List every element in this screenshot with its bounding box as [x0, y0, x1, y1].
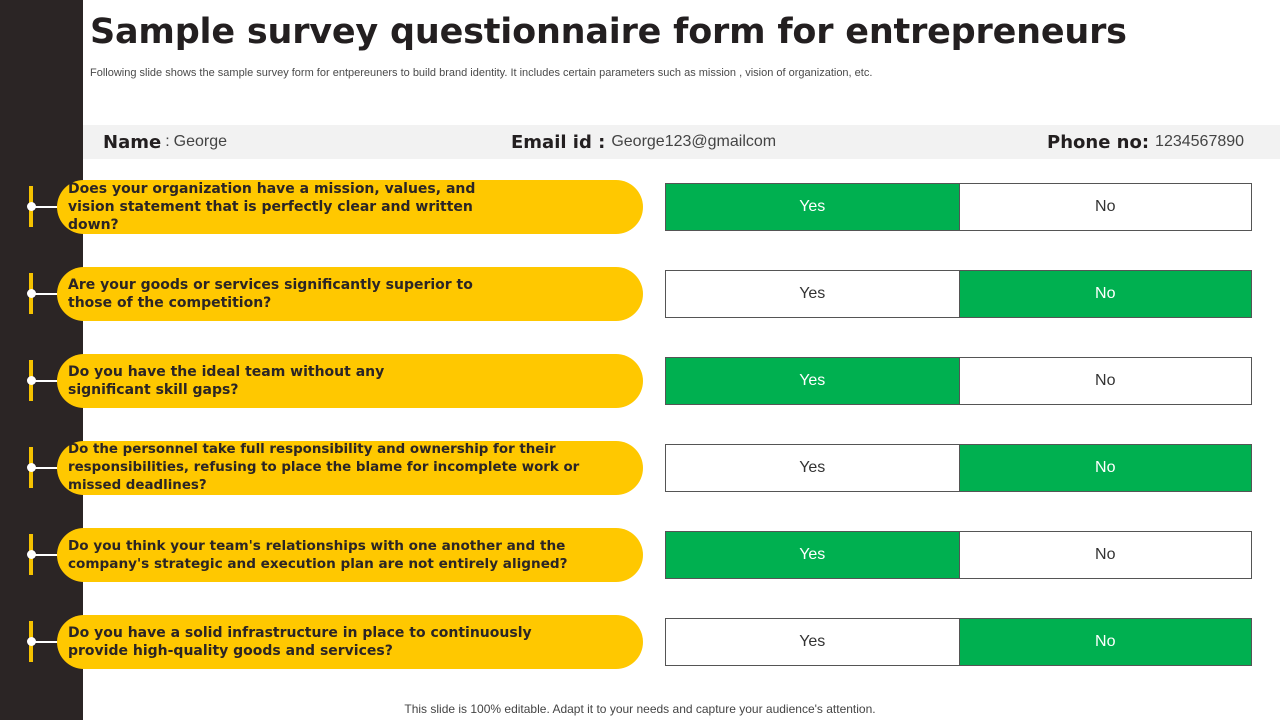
question-row: Are your goods or services significantly…: [0, 267, 1280, 321]
footer-text: This slide is 100% editable. Adapt it to…: [404, 702, 876, 716]
row-connector: [31, 380, 61, 382]
no-option[interactable]: No: [958, 619, 1251, 665]
answer-toggle: Yes No: [665, 183, 1252, 231]
yes-option[interactable]: Yes: [666, 184, 959, 230]
question-pill: Do you have the ideal team without any s…: [57, 354, 643, 408]
question-pill: Do the personnel take full responsibilit…: [57, 441, 643, 495]
name-separator: :: [165, 133, 170, 150]
row-connector: [31, 293, 61, 295]
question-pill: Do you have a solid infrastructure in pl…: [57, 615, 643, 669]
yes-option[interactable]: Yes: [666, 532, 959, 578]
question-pill: Do you think your team's relationships w…: [57, 528, 643, 582]
answer-toggle: Yes No: [665, 270, 1252, 318]
email-field: Email id : George123@gmailcom: [511, 125, 776, 159]
phone-value: 1234567890: [1155, 133, 1245, 150]
answer-toggle: Yes No: [665, 531, 1252, 579]
no-option[interactable]: No: [958, 184, 1251, 230]
question-pill: Does your organization have a mission, v…: [57, 180, 643, 234]
row-connector: [31, 641, 61, 643]
question-text: Do you have the ideal team without any s…: [68, 364, 385, 398]
answer-toggle: Yes No: [665, 357, 1252, 405]
answer-toggle: Yes No: [665, 618, 1252, 666]
name-label: Name: [103, 131, 162, 153]
question-row: Do you have a solid infrastructure in pl…: [0, 615, 1280, 669]
answer-toggle: Yes No: [665, 444, 1252, 492]
row-connector: [31, 554, 61, 556]
row-bullet: [27, 637, 36, 646]
row-bullet: [27, 202, 36, 211]
yes-option[interactable]: Yes: [666, 271, 959, 317]
page-title: Sample survey questionnaire form for ent…: [90, 12, 1127, 52]
respondent-info-bar: Name : George Email id : George123@gmail…: [83, 125, 1280, 159]
phone-label: Phone no:: [1047, 131, 1150, 153]
question-row: Does your organization have a mission, v…: [0, 180, 1280, 234]
row-bullet: [27, 550, 36, 559]
question-text: Does your organization have a mission, v…: [68, 181, 476, 233]
yes-option[interactable]: Yes: [666, 619, 959, 665]
email-label: Email id :: [511, 131, 606, 153]
no-option[interactable]: No: [958, 271, 1251, 317]
no-option[interactable]: No: [958, 358, 1251, 404]
email-value: George123@gmailcom: [611, 133, 777, 150]
yes-option[interactable]: Yes: [666, 358, 959, 404]
question-text: Do the personnel take full responsibilit…: [68, 442, 580, 493]
phone-field: Phone no: 1234567890: [1047, 125, 1244, 159]
no-option[interactable]: No: [958, 445, 1251, 491]
name-field: Name : George: [103, 125, 227, 159]
question-row: Do the personnel take full responsibilit…: [0, 441, 1280, 495]
row-bullet: [27, 376, 36, 385]
yes-option[interactable]: Yes: [666, 445, 959, 491]
question-text: Do you have a solid infrastructure in pl…: [68, 625, 532, 659]
name-value: George: [173, 133, 228, 150]
row-connector: [31, 467, 61, 469]
question-text: Are your goods or services significantly…: [68, 277, 473, 311]
row-bullet: [27, 463, 36, 472]
question-row: Do you have the ideal team without any s…: [0, 354, 1280, 408]
question-pill: Are your goods or services significantly…: [57, 267, 643, 321]
footer-note: This slide is 100% editable. Adapt it to…: [0, 702, 1280, 716]
page-subtitle: Following slide shows the sample survey …: [90, 67, 873, 79]
question-row: Do you think your team's relationships w…: [0, 528, 1280, 582]
row-connector: [31, 206, 61, 208]
question-text: Do you think your team's relationships w…: [68, 538, 568, 572]
no-option[interactable]: No: [958, 532, 1251, 578]
row-bullet: [27, 289, 36, 298]
